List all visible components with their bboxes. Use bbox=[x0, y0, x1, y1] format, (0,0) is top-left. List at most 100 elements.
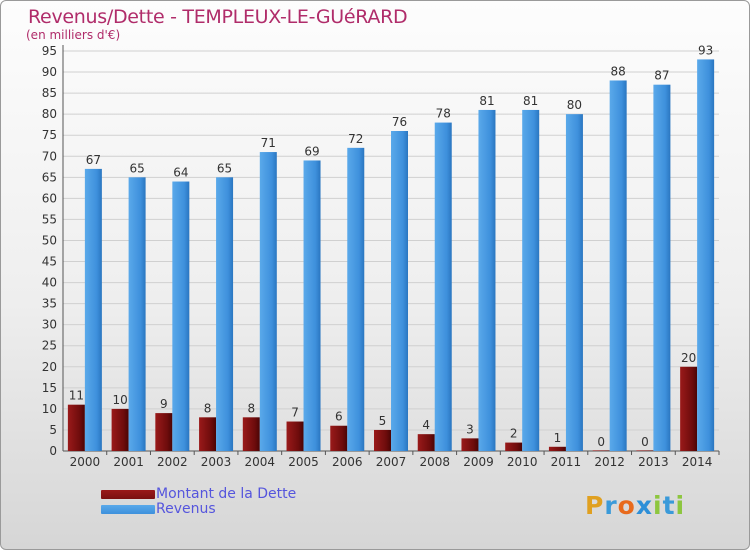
y-tick-label: 85 bbox=[42, 86, 57, 100]
y-tick-label: 35 bbox=[42, 297, 57, 311]
bar-dette bbox=[67, 404, 85, 451]
y-tick-label: 25 bbox=[42, 339, 57, 353]
bar-dette bbox=[242, 417, 260, 451]
data-labels: 11 67 10 65 9 64 8 65 8 71 7 69 6 72 5 76 4 78 3 81 2 81 1 80 0 8… bbox=[69, 43, 714, 449]
bar-revenus bbox=[259, 152, 277, 452]
bar-revenus bbox=[653, 84, 671, 452]
legend-swatch-dette bbox=[101, 490, 155, 499]
y-tick-label: 5 bbox=[49, 423, 57, 437]
logo-letter: i bbox=[675, 491, 686, 520]
logo-letter: i bbox=[653, 491, 663, 520]
bar-dette bbox=[417, 434, 435, 451]
x-tick-label: 2006 bbox=[332, 455, 363, 469]
bar-dette bbox=[286, 421, 304, 451]
chart-subtitle: (en milliers d'€) bbox=[26, 28, 121, 42]
y-tick-label: 30 bbox=[42, 318, 57, 332]
chart-title: Revenus/Dette - TEMPLEUX-LE-GUéRARD bbox=[28, 6, 408, 28]
y-tick-label: 15 bbox=[42, 381, 57, 395]
data-label-dette: 3 bbox=[466, 422, 474, 436]
y-tick-label: 40 bbox=[42, 276, 57, 290]
y-tick-label: 65 bbox=[42, 170, 57, 184]
bar-dette bbox=[374, 429, 391, 451]
data-label-dette: 9 bbox=[160, 397, 168, 411]
data-label-dette: 7 bbox=[291, 406, 299, 420]
bar-dette bbox=[505, 442, 523, 451]
bar-revenus bbox=[522, 109, 540, 452]
bar-dette bbox=[680, 366, 698, 451]
bar-revenus bbox=[434, 122, 452, 451]
data-label-dette: 6 bbox=[335, 410, 343, 424]
x-tick-label: 2002 bbox=[157, 455, 188, 469]
y-tick-label: 50 bbox=[42, 233, 57, 247]
data-label-revenus: 80 bbox=[567, 98, 582, 112]
data-label-revenus: 87 bbox=[654, 69, 669, 83]
data-label-dette: 8 bbox=[204, 401, 212, 415]
data-label-revenus: 81 bbox=[479, 94, 494, 108]
data-label-dette: 4 bbox=[422, 418, 430, 432]
data-label-revenus: 69 bbox=[304, 144, 319, 158]
bar-dette bbox=[330, 425, 348, 451]
data-label-dette: 20 bbox=[681, 351, 696, 365]
logo-letter: r bbox=[604, 491, 618, 520]
bar-revenus bbox=[303, 160, 321, 451]
logo-letter: t bbox=[662, 491, 676, 520]
data-label-dette: 0 bbox=[597, 435, 605, 449]
data-label-revenus: 65 bbox=[129, 161, 144, 175]
y-tick-label: 10 bbox=[42, 402, 57, 416]
data-label-dette: 10 bbox=[112, 393, 127, 407]
data-label-dette: 8 bbox=[247, 401, 255, 415]
logo-letter: x bbox=[635, 491, 653, 520]
data-label-revenus: 81 bbox=[523, 94, 538, 108]
legend-swatch-revenus bbox=[101, 505, 155, 514]
bar-revenus bbox=[609, 80, 627, 451]
data-label-revenus: 71 bbox=[261, 136, 276, 150]
y-tick-label: 20 bbox=[42, 360, 57, 374]
bar-revenus bbox=[478, 109, 496, 452]
y-tick-label: 95 bbox=[42, 44, 57, 58]
y-tick-label: 70 bbox=[42, 149, 57, 163]
data-label-revenus: 93 bbox=[698, 43, 713, 57]
data-label-revenus: 88 bbox=[611, 64, 626, 78]
data-label-revenus: 76 bbox=[392, 115, 407, 129]
x-tick-label: 2012 bbox=[594, 455, 625, 469]
x-tick-label: 2013 bbox=[638, 455, 669, 469]
bar-revenus bbox=[172, 181, 190, 452]
data-label-revenus: 72 bbox=[348, 132, 363, 146]
y-tick-label: 0 bbox=[49, 444, 57, 458]
data-label-revenus: 78 bbox=[436, 107, 451, 121]
logo-letter: P bbox=[585, 491, 605, 520]
y-tick-label: 75 bbox=[42, 128, 57, 142]
bar-revenus bbox=[565, 114, 583, 451]
bar-dette bbox=[548, 446, 566, 451]
y-tick-label: 45 bbox=[42, 255, 57, 269]
x-tick-label: 2008 bbox=[419, 455, 450, 469]
x-tick-label: 2011 bbox=[551, 455, 582, 469]
x-tick-label: 2004 bbox=[245, 455, 276, 469]
bar-revenus bbox=[697, 59, 715, 451]
logo-letter: o bbox=[617, 491, 636, 520]
bar-revenus bbox=[216, 177, 234, 451]
data-label-dette: 5 bbox=[379, 414, 387, 428]
x-tick-label: 2007 bbox=[376, 455, 407, 469]
data-label-revenus: 65 bbox=[217, 161, 232, 175]
bar-dette bbox=[155, 413, 173, 451]
data-label-dette: 0 bbox=[641, 435, 649, 449]
x-tick-label: 2014 bbox=[682, 455, 713, 469]
bars bbox=[67, 59, 715, 452]
bar-dette bbox=[461, 438, 479, 451]
bar-dette bbox=[199, 417, 217, 451]
bar-revenus bbox=[128, 177, 146, 451]
legend-label-revenus: Revenus bbox=[156, 501, 216, 517]
data-label-revenus: 67 bbox=[86, 153, 101, 167]
bar-revenus bbox=[347, 147, 365, 451]
x-tick-label: 2010 bbox=[507, 455, 538, 469]
data-label-dette: 2 bbox=[510, 427, 518, 441]
bar-dette bbox=[636, 450, 654, 451]
y-tick-label: 60 bbox=[42, 191, 57, 205]
bar-dette bbox=[111, 408, 129, 451]
y-tick-label: 90 bbox=[42, 65, 57, 79]
x-tick-label: 2000 bbox=[70, 455, 101, 469]
data-label-dette: 11 bbox=[69, 389, 84, 403]
